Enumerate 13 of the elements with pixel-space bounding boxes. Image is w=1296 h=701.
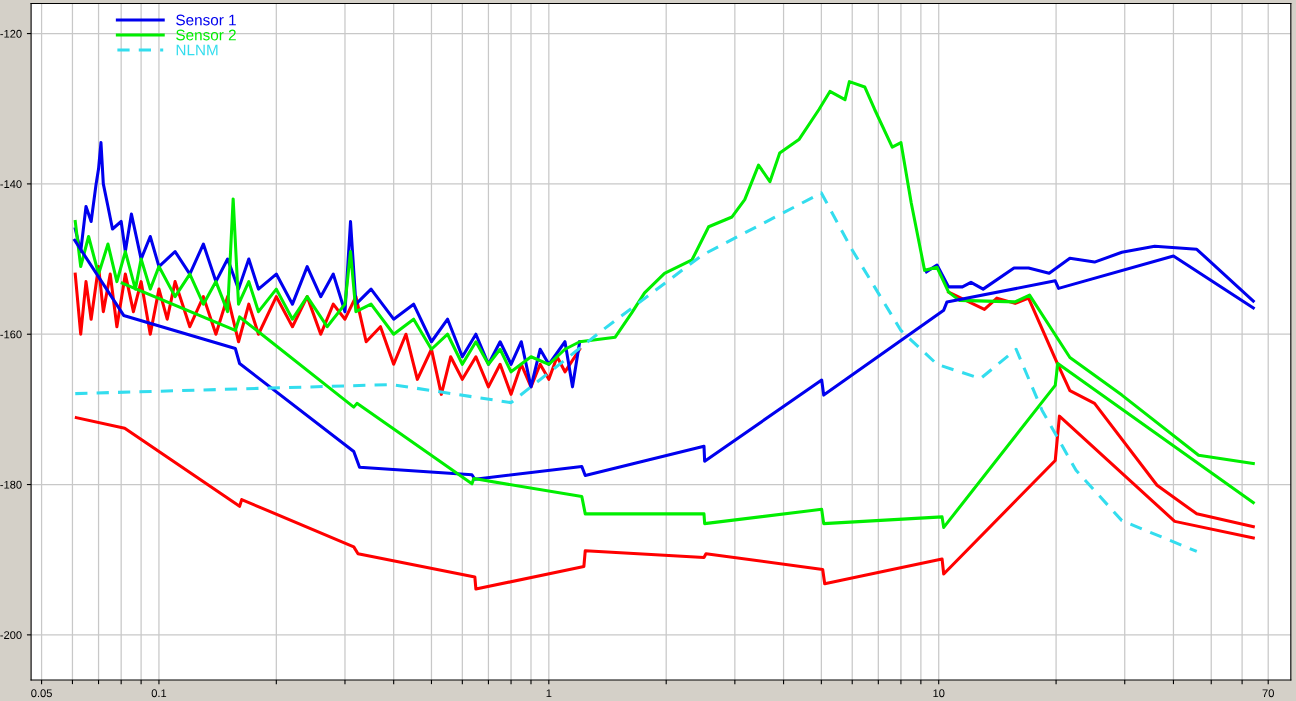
y-tick-label: -120 — [0, 29, 22, 38]
legend-label: Sensor 1 — [176, 14, 236, 26]
y-tick-label: -140 — [0, 180, 22, 189]
x-tick-label: 1 — [546, 689, 552, 698]
y-tick-label: -200 — [0, 631, 22, 640]
legend-label: NLNM — [176, 44, 218, 56]
legend-label: Sensor 2 — [176, 29, 236, 41]
x-tick-label: 0.05 — [31, 689, 52, 698]
x-tick-label: 0.1 — [151, 689, 167, 698]
x-tick-label: 70 — [1262, 689, 1274, 698]
x-tick-label: 10 — [933, 689, 945, 698]
y-tick-label: -160 — [0, 330, 22, 339]
y-tick-label: -180 — [0, 480, 22, 489]
